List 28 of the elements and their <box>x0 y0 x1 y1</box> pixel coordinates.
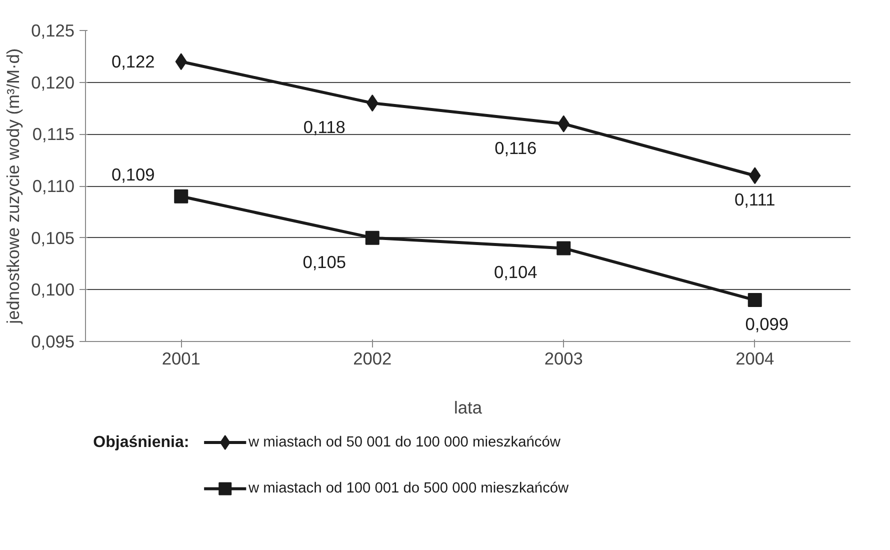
x-tick-label: 2002 <box>353 348 392 368</box>
legend-label: w miastach od 100 001 do 500 000 mieszkańców <box>247 480 570 497</box>
legend-label: w miastach od 50 001 do 100 000 mieszkańców <box>247 434 561 450</box>
data-label: 0,105 <box>302 252 346 272</box>
data-label: 0,118 <box>303 117 346 138</box>
data-label: 0,104 <box>494 262 538 282</box>
x-axis-title: lata <box>454 398 482 418</box>
data-label: 0,111 <box>734 190 776 210</box>
data-label: 0,109 <box>111 164 155 184</box>
point <box>556 241 571 256</box>
legend-title: Objaśnienia: <box>93 434 190 451</box>
y-tick-label: 0,100 <box>31 280 75 300</box>
y-tick-label: 0,110 <box>32 176 74 196</box>
point <box>174 189 188 204</box>
point <box>748 293 762 308</box>
y-tick-label: 0,125 <box>31 20 75 40</box>
y-tick-label: 0,095 <box>31 332 75 352</box>
x-tick-label: 2001 <box>162 348 200 368</box>
y-axis-title: jednostkowe zuzycie wody (m³/M·d) <box>3 48 24 325</box>
y-tick-label: 0,115 <box>32 124 74 144</box>
y-tick-label: 0,105 <box>31 228 75 248</box>
y-tick-label: 0,120 <box>31 72 75 92</box>
data-label: 0,116 <box>494 138 537 158</box>
data-label: 0,122 <box>111 52 155 72</box>
point <box>365 230 380 245</box>
x-tick-label: 2003 <box>544 348 583 368</box>
x-tick-label: 2004 <box>736 348 775 368</box>
data-label: 0,099 <box>745 314 789 334</box>
